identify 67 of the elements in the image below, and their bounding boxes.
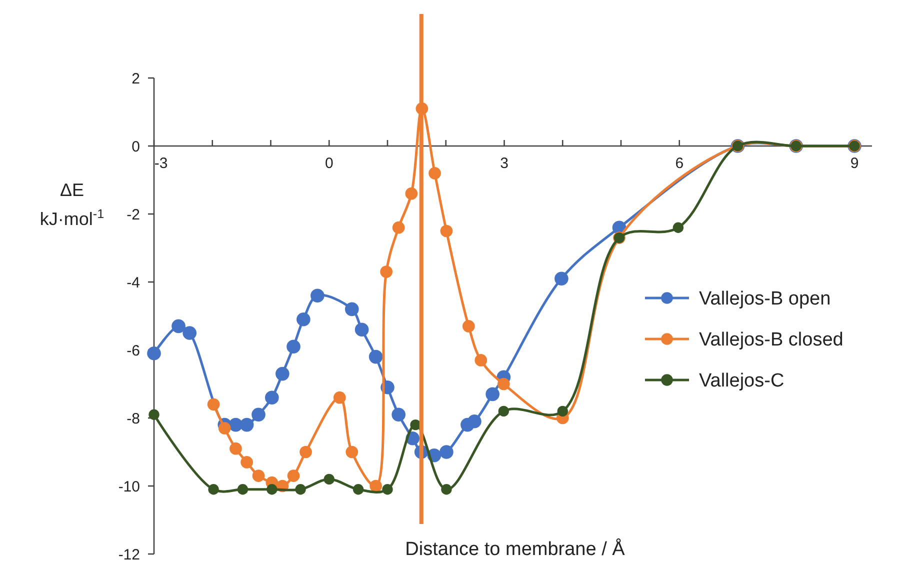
point — [207, 398, 220, 411]
x-axis-title: Distance to membrane / Å — [405, 538, 626, 560]
point — [276, 366, 290, 381]
point — [147, 346, 161, 360]
legend-label: Vallejos-B open — [699, 288, 831, 310]
x-tick-label: -3 — [154, 155, 168, 172]
point — [346, 446, 358, 458]
point — [370, 480, 382, 492]
y-axis-title: ΔE kJ·mol$^{-1}$ — [40, 180, 104, 229]
point — [295, 484, 306, 495]
point — [286, 340, 300, 354]
point — [382, 484, 393, 495]
point — [252, 408, 266, 422]
legend-label: Vallejos-C — [699, 370, 784, 392]
point — [497, 378, 510, 390]
point — [486, 387, 500, 402]
point — [368, 350, 383, 364]
point — [468, 414, 482, 428]
point — [554, 272, 568, 286]
point — [354, 322, 369, 336]
y-tick-label: -10 — [118, 478, 140, 496]
point — [172, 319, 186, 334]
x-tick-label: 6 — [675, 155, 684, 172]
point — [474, 354, 488, 366]
point — [380, 266, 393, 278]
point — [324, 474, 334, 485]
x-tick-label: 0 — [324, 155, 334, 172]
y-tick-label: 0 — [132, 138, 140, 156]
point — [287, 470, 300, 482]
y-tick-label: -8 — [126, 410, 140, 428]
point — [462, 320, 475, 332]
point — [252, 470, 265, 482]
point — [440, 445, 454, 459]
point — [672, 222, 684, 233]
point — [266, 484, 278, 495]
y-tick-label: -12 — [118, 546, 140, 563]
y-tick-label: -2 — [126, 206, 140, 224]
point — [405, 187, 418, 200]
point — [237, 484, 248, 495]
legend-label: Vallejos-B closed — [699, 330, 844, 351]
point — [441, 484, 452, 495]
point — [344, 302, 359, 316]
x-tick-label: 3 — [500, 155, 508, 172]
point — [240, 456, 253, 468]
y-tick-label: -4 — [126, 274, 140, 292]
point — [265, 390, 279, 404]
point — [392, 221, 405, 234]
point — [410, 419, 421, 430]
y-tick-label: -6 — [126, 342, 140, 360]
point — [557, 406, 568, 417]
point — [440, 224, 453, 238]
point — [310, 288, 324, 302]
point — [218, 422, 231, 434]
point — [230, 442, 242, 455]
point — [498, 406, 510, 417]
point — [240, 418, 254, 432]
point — [333, 391, 346, 404]
point — [148, 409, 160, 420]
point — [428, 167, 441, 180]
x-tick-label: 9 — [850, 155, 859, 172]
y-tick-label: 2 — [132, 70, 140, 88]
point — [392, 408, 406, 422]
point — [208, 484, 219, 495]
point — [352, 484, 364, 495]
point — [300, 446, 312, 458]
point — [182, 326, 197, 340]
point — [296, 312, 310, 326]
